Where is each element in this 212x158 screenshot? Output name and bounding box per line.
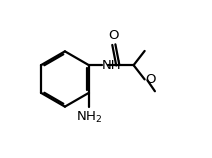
Text: NH$_2$: NH$_2$: [76, 109, 102, 125]
Text: O: O: [109, 29, 119, 42]
Text: NH: NH: [102, 59, 121, 72]
Text: O: O: [145, 73, 156, 86]
